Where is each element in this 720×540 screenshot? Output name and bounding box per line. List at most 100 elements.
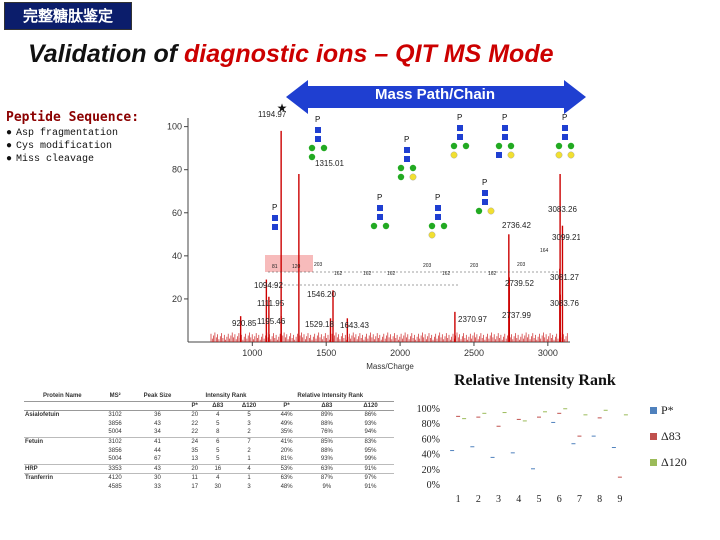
table-cell: 20: [185, 463, 204, 473]
legend-swatch: [650, 433, 657, 440]
glcnac-square: [272, 215, 278, 221]
table-cell: 88%: [320, 447, 333, 454]
table-cell: 85%: [306, 436, 348, 446]
peak-label: 1111.95: [257, 299, 285, 308]
table-cell: 44%: [266, 409, 307, 419]
table-cell: 1: [247, 456, 251, 463]
table-cell: 94%: [364, 429, 377, 436]
table-cell: 48%: [280, 483, 293, 490]
table-row: 3856 44 35 5 2 20% 88% 95%: [24, 446, 394, 455]
peak-label: 1195.46: [257, 317, 286, 326]
glcnac-square: [315, 136, 321, 142]
table-cell: 3856: [108, 447, 122, 454]
peak-label: 2737.99: [502, 311, 531, 320]
table-cell: 20%: [280, 447, 293, 454]
table-cell: 35: [191, 447, 199, 454]
ria-y-tick-label: 60%: [422, 434, 440, 445]
mass-path-arrow: [286, 80, 586, 114]
table-cell: 4120: [100, 472, 130, 482]
gap-label: 81: [272, 264, 278, 270]
y-tick-label: 80: [172, 165, 182, 175]
mannose-circle: [397, 164, 405, 172]
col-ms2: MS²: [100, 392, 130, 402]
table-cell: [24, 446, 101, 455]
table-cell: 81%: [280, 456, 293, 463]
title-highlight: diagnostic ions – QIT MS Mode: [184, 40, 554, 68]
ria-title: Relative Intensity Rank: [454, 372, 616, 389]
table-cell: 33: [154, 483, 161, 490]
gap-label: 164: [540, 248, 549, 254]
table-row: HRP 3353 43 20 16 4 53% 63% 91%: [24, 463, 394, 473]
results-table: Protein Name MS² Peak Size Intensity Ran…: [24, 392, 394, 491]
table-cell: 4: [203, 409, 232, 419]
peak-label: 2736.42: [502, 221, 531, 230]
table-cell: 3: [247, 483, 251, 490]
y-tick-label: 60: [172, 208, 182, 218]
ria-y-tick-label: 0%: [427, 480, 440, 491]
table-cell: 11: [185, 472, 204, 482]
mannose-circle: [308, 144, 316, 152]
mannose-circle: [555, 142, 563, 150]
peak-label: 1315.01: [315, 159, 344, 168]
peak-label: 3083.26: [548, 205, 577, 214]
table-cell: 20: [185, 409, 204, 419]
mannose-circle: [507, 142, 515, 150]
peptide-item: Miss cleavage: [6, 153, 118, 166]
legend-swatch: [650, 459, 657, 466]
table-cell: [24, 419, 101, 428]
table-cell: 3102: [100, 436, 130, 446]
gap-label: 203: [423, 263, 432, 269]
table-cell: 99%: [364, 456, 377, 463]
table-cell: [24, 455, 101, 464]
table-cell: Fetuin: [24, 436, 101, 446]
galactose-circle: [409, 173, 417, 181]
ria-x-tick-label: 3: [496, 494, 501, 505]
gap-connector: [268, 271, 560, 286]
sub-p-rel: P*: [266, 401, 307, 411]
sub-d83: Δ83: [203, 401, 232, 411]
glcnac-square: [457, 125, 463, 131]
legend-swatch: [650, 407, 657, 414]
table-cell: 63%: [266, 472, 307, 482]
peak-label: 920.85: [232, 319, 257, 328]
p-label: P: [562, 113, 567, 122]
ria-y-tick-label: 20%: [422, 465, 440, 476]
table-cell: 9%: [322, 483, 332, 490]
x-tick-label: 1000: [242, 348, 262, 358]
gap-label: 162: [334, 271, 343, 277]
galactose-circle: [567, 151, 575, 159]
mannose-circle: [409, 164, 417, 172]
mass-path-label: Mass Path/Chain: [374, 86, 496, 103]
table-cell: 89%: [306, 409, 348, 419]
table-cell: 5004: [108, 429, 122, 436]
table-cell: 17: [191, 483, 199, 490]
table-cell: 2: [247, 429, 251, 436]
table-cell: 30: [129, 472, 186, 482]
table-cell: 76%: [320, 429, 333, 436]
table-row: 5004 67 13 5 1 81% 93% 99%: [24, 455, 394, 464]
table-cell: 44: [154, 447, 161, 454]
sub-d120: Δ120: [231, 401, 267, 411]
table-cell: 4: [203, 472, 232, 482]
ria-x-tick-label: 2: [476, 494, 481, 505]
spectrum-noise: [210, 332, 568, 342]
x-tick-label: 2000: [390, 348, 410, 358]
table-cell: 91%: [364, 483, 377, 490]
sub-d120-rel: Δ120: [347, 401, 394, 411]
gap-label: 120: [292, 264, 301, 270]
gap-label: 203: [470, 263, 479, 269]
gap-label: 162: [363, 271, 372, 277]
mannose-circle: [475, 207, 483, 215]
table-row: 3856 43 22 5 3 49% 88% 93%: [24, 419, 394, 428]
glcnac-square: [457, 134, 463, 140]
table-cell: 97%: [347, 472, 394, 482]
glcnac-square: [404, 147, 410, 153]
legend-label: Δ120: [661, 455, 687, 469]
galactose-circle: [507, 151, 515, 159]
glcnac-square: [482, 190, 488, 196]
table-cell: 43: [129, 463, 186, 473]
col-intensity-rank: Intensity Rank: [185, 392, 267, 402]
x-tick-label: 2500: [464, 348, 484, 358]
table-cell: [24, 482, 101, 491]
table-cell: 2: [247, 447, 251, 454]
